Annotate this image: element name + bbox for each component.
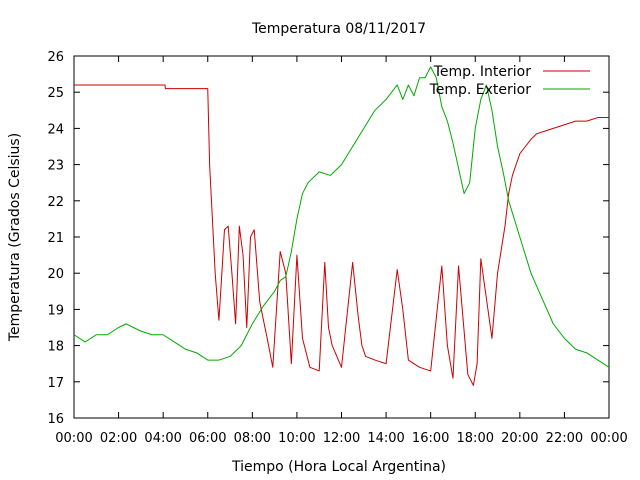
x-tick-label: 02:00 bbox=[100, 431, 137, 446]
x-tick-label: 16:00 bbox=[412, 431, 449, 446]
x-tick-label: 22:00 bbox=[546, 431, 583, 446]
x-axis-ticks: 00:00 02:00 04:00 06:00 08:00 10:00 12:00 14:00… bbox=[55, 56, 628, 446]
y-tick-label: 17 bbox=[47, 376, 64, 391]
x-tick-label: 00:00 bbox=[590, 431, 627, 446]
y-tick-label: 16 bbox=[47, 412, 64, 427]
x-tick-label: 00:00 bbox=[55, 431, 92, 446]
y-axis-label: Temperatura (Grados Celsius) bbox=[7, 133, 23, 342]
y-tick-label: 24 bbox=[47, 122, 64, 137]
x-tick-label: 18:00 bbox=[457, 431, 494, 446]
legend: Temp. Interior Temp. Exterior bbox=[429, 64, 590, 98]
chart-title: Temperatura 08/11/2017 bbox=[251, 21, 426, 37]
y-tick-label: 25 bbox=[47, 86, 64, 101]
x-tick-label: 04:00 bbox=[144, 431, 181, 446]
y-tick-label: 21 bbox=[47, 231, 64, 246]
x-axis-label: Tiempo (Hora Local Argentina) bbox=[231, 459, 446, 475]
x-tick-label: 06:00 bbox=[189, 431, 226, 446]
legend-label-interior: Temp. Interior bbox=[433, 64, 532, 80]
x-tick-label: 10:00 bbox=[278, 431, 315, 446]
y-tick-label: 18 bbox=[47, 340, 64, 355]
y-tick-label: 26 bbox=[47, 50, 64, 65]
x-tick-label: 12:00 bbox=[323, 431, 360, 446]
y-tick-label: 20 bbox=[47, 267, 64, 282]
legend-label-exterior: Temp. Exterior bbox=[429, 82, 532, 98]
y-axis-ticks: 16 17 18 19 20 21 22 23 24 25 26 bbox=[47, 50, 609, 427]
series-line-exterior bbox=[73, 66, 610, 368]
series-line-interior bbox=[74, 84, 609, 386]
x-tick-label: 14:00 bbox=[367, 431, 404, 446]
y-tick-label: 22 bbox=[47, 195, 64, 210]
x-tick-label: 08:00 bbox=[234, 431, 271, 446]
x-tick-label: 20:00 bbox=[501, 431, 538, 446]
series-lines bbox=[73, 66, 610, 386]
y-tick-label: 23 bbox=[47, 159, 64, 174]
y-tick-label: 19 bbox=[47, 303, 64, 318]
